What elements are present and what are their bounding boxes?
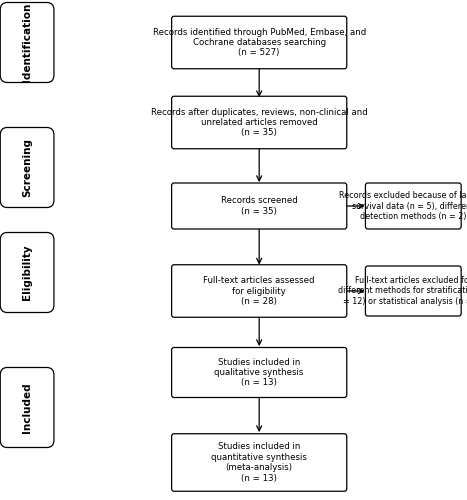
FancyBboxPatch shape xyxy=(0,368,54,448)
FancyBboxPatch shape xyxy=(0,2,54,82)
FancyBboxPatch shape xyxy=(366,183,461,229)
Text: Included: Included xyxy=(22,382,32,433)
FancyBboxPatch shape xyxy=(0,232,54,312)
Text: Full-text articles excluded for
different methods for stratification (n
= 12) or: Full-text articles excluded for differen… xyxy=(338,276,467,306)
FancyBboxPatch shape xyxy=(0,128,54,208)
Text: Records excluded because of lacking
survival data (n = 5), different
detection m: Records excluded because of lacking surv… xyxy=(339,191,467,221)
FancyBboxPatch shape xyxy=(366,266,461,316)
FancyBboxPatch shape xyxy=(172,434,347,491)
Text: Records after duplicates, reviews, non-clinical and
unrelated articles removed
(: Records after duplicates, reviews, non-c… xyxy=(151,108,368,138)
Text: Identification: Identification xyxy=(22,3,32,82)
Text: Studies included in
quantitative synthesis
(meta-analysis)
(n = 13): Studies included in quantitative synthes… xyxy=(211,442,307,482)
Text: Screening: Screening xyxy=(22,138,32,197)
FancyBboxPatch shape xyxy=(172,183,347,229)
Text: Records identified through PubMed, Embase, and
Cochrane databases searching
(n =: Records identified through PubMed, Embas… xyxy=(153,28,366,58)
FancyBboxPatch shape xyxy=(172,265,347,318)
FancyBboxPatch shape xyxy=(172,16,347,68)
Text: Eligibility: Eligibility xyxy=(22,244,32,300)
FancyBboxPatch shape xyxy=(172,348,347,398)
Text: Full-text articles assessed
for eligibility
(n = 28): Full-text articles assessed for eligibil… xyxy=(204,276,315,306)
Text: Records screened
(n = 35): Records screened (n = 35) xyxy=(221,196,297,216)
FancyBboxPatch shape xyxy=(172,96,347,149)
Text: Studies included in
qualitative synthesis
(n = 13): Studies included in qualitative synthesi… xyxy=(214,358,304,388)
